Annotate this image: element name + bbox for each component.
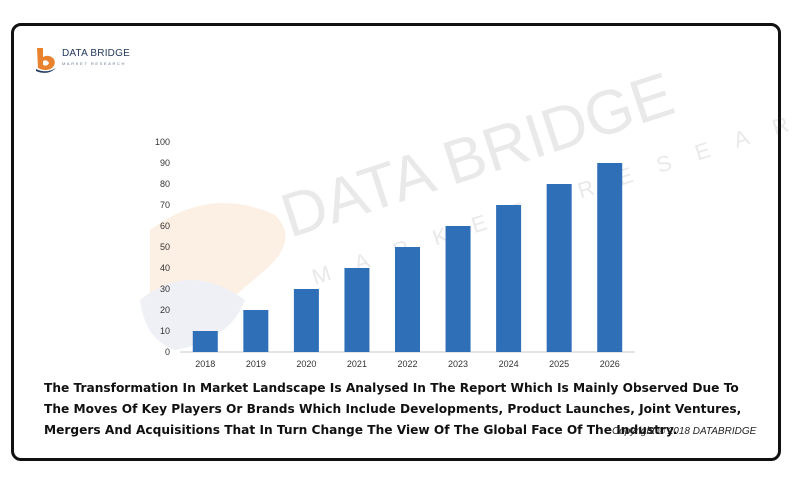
x-tick-label: 2019	[246, 359, 266, 369]
y-tick-label: 80	[160, 179, 170, 189]
x-tick-label: 2025	[549, 359, 569, 369]
x-tick-label: 2021	[347, 359, 367, 369]
logo	[36, 48, 56, 73]
y-tick-label: 0	[165, 347, 170, 357]
bar-2021	[344, 268, 370, 352]
y-tick-label: 100	[155, 137, 170, 147]
x-tick-label: 2023	[448, 359, 468, 369]
chart-caption: The Transformation In Market Landscape I…	[44, 381, 742, 437]
bar-2026	[597, 163, 623, 352]
y-tick-label: 30	[160, 284, 170, 294]
bar-2022	[395, 247, 420, 352]
x-tick-label: 2018	[195, 359, 215, 369]
y-tick-label: 70	[160, 200, 170, 210]
bar-2019	[243, 310, 269, 352]
y-tick-label: 90	[160, 158, 170, 168]
chart-frame	[11, 23, 781, 461]
x-tick-label: 2026	[600, 359, 620, 369]
copyright-notice: Copyright © 2018 DATABRIDGE	[612, 426, 757, 437]
x-tick-label: 2022	[397, 359, 417, 369]
x-tick-label: 2020	[296, 359, 316, 369]
y-tick-label: 10	[160, 326, 170, 336]
bar-2018	[192, 331, 218, 352]
y-tick-label: 60	[160, 221, 170, 231]
bar-2025	[546, 184, 572, 352]
y-tick-label: 20	[160, 305, 170, 315]
logo-name: DATA BRIDGE	[62, 48, 130, 59]
bar-2020	[293, 289, 319, 352]
bar-2024	[496, 205, 522, 352]
y-tick-label: 40	[160, 263, 170, 273]
x-tick-label: 2024	[499, 359, 519, 369]
y-tick-label: 50	[160, 242, 170, 252]
logo-mark-icon	[37, 48, 55, 70]
logo-tagline: MARKET RESEARCH	[62, 61, 126, 66]
bar-2023	[445, 226, 471, 352]
